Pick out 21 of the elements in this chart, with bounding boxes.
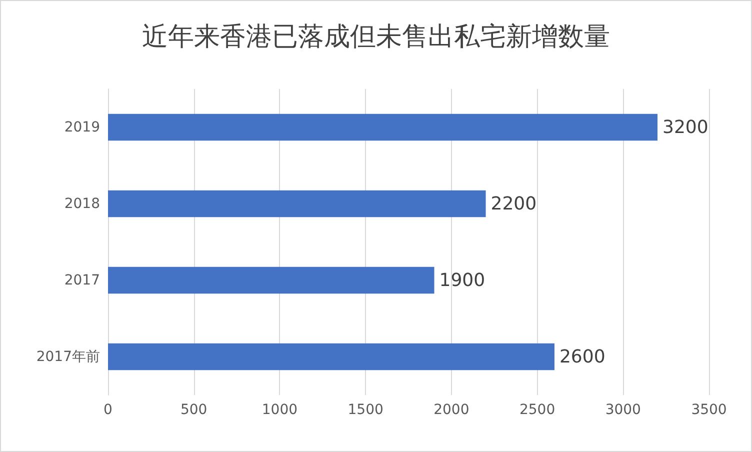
data-label: 2600 [559, 346, 606, 368]
y-tick-label: 2017年前 [36, 348, 100, 365]
x-tick-label: 3000 [605, 402, 641, 418]
bar [108, 114, 658, 141]
data-label: 1900 [439, 270, 486, 291]
chart-title: 近年来香港已落成但未售出私宅新增数量 [142, 22, 610, 52]
x-tick-label: 0 [104, 402, 112, 418]
x-tick-label: 3500 [691, 402, 727, 418]
x-tick-label: 500 [180, 402, 208, 418]
bar [108, 190, 486, 218]
x-tick-label: 2000 [434, 402, 470, 418]
data-label: 2200 [490, 193, 537, 214]
x-tick-label: 2500 [519, 402, 556, 418]
y-tick-label: 2019 [64, 119, 100, 136]
data-label: 3200 [662, 116, 708, 138]
bar [108, 343, 554, 370]
y-tick-label: 2018 [64, 196, 100, 212]
x-tick-label: 1500 [348, 402, 384, 418]
y-tick-label: 2017 [64, 272, 100, 288]
x-tick-label: 1000 [262, 402, 298, 418]
bar [108, 266, 434, 294]
